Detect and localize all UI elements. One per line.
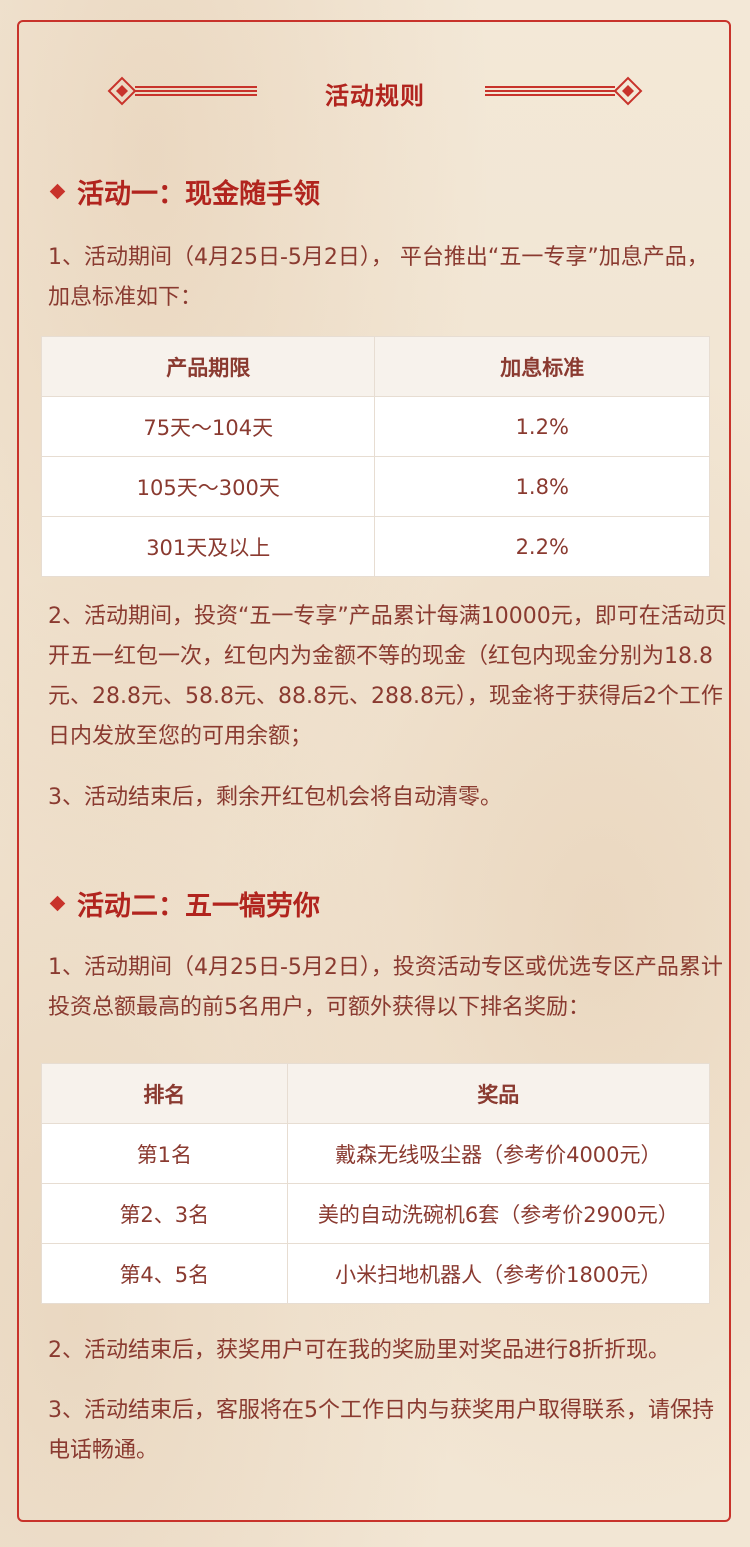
- section1-paragraph-2: 2、活动期间，投资“五一专享”产品累计每满10000元，即可在活动页开五一红包一…: [48, 604, 727, 749]
- table-header-row: 排名 奖品: [41, 1063, 711, 1124]
- section2-paragraph-1: 1、活动期间（4月25日-5月2日），投资活动专区或优选专区产品累计投资总额最高…: [48, 955, 723, 1020]
- table-header-row: 产品期限 加息标准: [40, 336, 710, 397]
- table-header-cell: 排名: [41, 1063, 288, 1124]
- table-header-cell: 产品期限: [40, 336, 376, 397]
- table-cell: 301天及以上: [40, 516, 376, 577]
- table-row: 75天～104天 1.2%: [40, 396, 710, 457]
- table-cell: 1.2%: [374, 396, 710, 457]
- rules-frame: [17, 20, 731, 1522]
- section2-title: 活动二：五一犒劳你: [49, 884, 320, 923]
- section1-paragraph-1: 1、活动期间（4月25日-5月2日）， 平台推出“五一专享”加息产品，加息标准如…: [48, 245, 709, 310]
- table-header-cell: 加息标准: [374, 336, 710, 397]
- section2-paragraph-3: 3、活动结束后，客服将在5个工作日内与获奖用户取得联系，请保持电话畅通。: [48, 1398, 714, 1463]
- section1-title-text: 活动一：现金随手领: [77, 179, 320, 210]
- table-cell: 1.8%: [374, 456, 710, 517]
- rules-header: 活动规则: [0, 62, 750, 122]
- table-cell: 第1名: [41, 1123, 288, 1184]
- table-row: 第4、5名 小米扫地机器人（参考价1800元）: [41, 1243, 711, 1304]
- table-cell: 2.2%: [374, 516, 710, 577]
- table-cell: 105天～300天: [40, 456, 376, 517]
- table-cell: 第2、3名: [41, 1183, 288, 1244]
- section2-title-text: 活动二：五一犒劳你: [77, 891, 320, 922]
- left-ornament-icon: [107, 76, 257, 106]
- prize-table: 排名 奖品 第1名 戴森无线吸尘器（参考价4000元） 第2、3名 美的自动洗碗…: [41, 1063, 711, 1304]
- table-cell: 第4、5名: [41, 1243, 288, 1304]
- rate-table: 产品期限 加息标准 75天～104天 1.2% 105天～300天 1.8% 3…: [40, 336, 710, 577]
- table-cell: 美的自动洗碗机6套（参考价2900元）: [286, 1183, 711, 1244]
- diamond-bullet-icon: [49, 895, 66, 912]
- table-row: 301天及以上 2.2%: [40, 516, 710, 577]
- table-row: 105天～300天 1.8%: [40, 456, 710, 517]
- right-ornament-icon: [485, 76, 643, 106]
- diamond-bullet-icon: [49, 183, 66, 200]
- table-cell: 小米扫地机器人（参考价1800元）: [286, 1243, 711, 1304]
- table-row: 第1名 戴森无线吸尘器（参考价4000元）: [41, 1123, 711, 1184]
- section1-title: 活动一：现金随手领: [49, 172, 320, 211]
- section1-paragraph-3: 3、活动结束后，剩余开红包机会将自动清零。: [48, 785, 502, 810]
- table-cell: 75天～104天: [40, 396, 376, 457]
- table-row: 第2、3名 美的自动洗碗机6套（参考价2900元）: [41, 1183, 711, 1244]
- table-cell: 戴森无线吸尘器（参考价4000元）: [286, 1123, 711, 1184]
- section2-paragraph-2: 2、活动结束后，获奖用户可在我的奖励里对奖品进行8折折现。: [48, 1338, 670, 1363]
- rules-title: 活动规则: [325, 82, 425, 110]
- table-header-cell: 奖品: [286, 1063, 711, 1124]
